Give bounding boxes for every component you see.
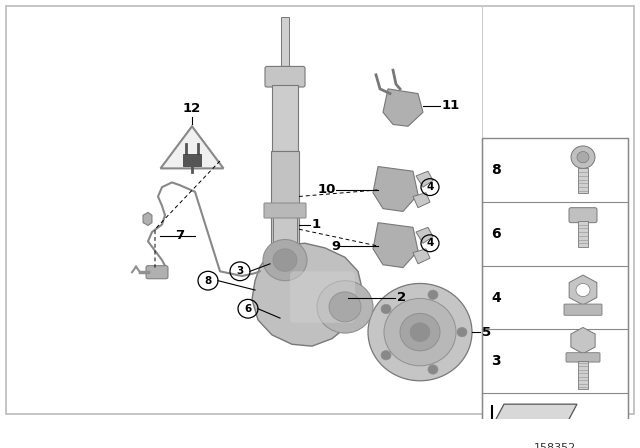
FancyBboxPatch shape [264, 203, 306, 218]
Circle shape [381, 304, 391, 314]
Text: 8: 8 [204, 276, 212, 286]
Bar [281, 17, 289, 68]
FancyBboxPatch shape [566, 353, 600, 362]
Bar [183, 155, 201, 166]
Text: 4: 4 [426, 238, 434, 248]
Circle shape [428, 365, 438, 374]
FancyBboxPatch shape [564, 304, 602, 315]
Polygon shape [416, 227, 433, 243]
Bar [578, 361, 588, 389]
Text: 5: 5 [482, 326, 491, 339]
Circle shape [263, 240, 307, 280]
Bar [271, 151, 299, 272]
Polygon shape [571, 327, 595, 353]
FancyBboxPatch shape [569, 208, 597, 223]
Text: 9: 9 [331, 240, 340, 253]
Circle shape [577, 151, 589, 163]
Circle shape [384, 298, 456, 366]
Text: 2: 2 [397, 291, 406, 304]
Polygon shape [373, 167, 418, 211]
Polygon shape [373, 223, 418, 267]
Bar [482, 138, 628, 435]
FancyBboxPatch shape [290, 271, 355, 323]
Polygon shape [161, 126, 223, 168]
Circle shape [381, 350, 391, 360]
Circle shape [368, 284, 472, 381]
Text: 4: 4 [491, 290, 501, 305]
Bar [272, 85, 298, 151]
Polygon shape [413, 249, 430, 264]
Polygon shape [383, 89, 423, 126]
Text: 11: 11 [442, 99, 460, 112]
Text: 3: 3 [236, 266, 244, 276]
Circle shape [329, 292, 361, 322]
Text: 1: 1 [312, 218, 321, 231]
Polygon shape [143, 212, 152, 225]
Bar [578, 221, 588, 247]
Circle shape [273, 249, 297, 271]
Bar [578, 168, 588, 193]
FancyBboxPatch shape [146, 266, 168, 279]
Text: 6: 6 [244, 304, 252, 314]
Text: 7: 7 [175, 229, 184, 242]
Polygon shape [494, 404, 577, 423]
Polygon shape [569, 275, 597, 305]
Polygon shape [252, 243, 362, 346]
Circle shape [428, 290, 438, 299]
Circle shape [457, 327, 467, 337]
Circle shape [317, 280, 373, 333]
FancyBboxPatch shape [265, 66, 305, 87]
Text: 3: 3 [491, 354, 501, 368]
Text: 4: 4 [426, 182, 434, 192]
Text: 12: 12 [183, 102, 201, 115]
Text: 8: 8 [491, 163, 501, 177]
Text: 158352: 158352 [534, 443, 576, 448]
Polygon shape [413, 193, 430, 208]
Circle shape [576, 284, 590, 297]
Text: 10: 10 [317, 183, 336, 196]
Bar [273, 217, 297, 273]
Text: 6: 6 [491, 227, 501, 241]
Circle shape [571, 146, 595, 168]
Circle shape [400, 314, 440, 351]
Polygon shape [416, 171, 433, 187]
Circle shape [410, 323, 430, 341]
